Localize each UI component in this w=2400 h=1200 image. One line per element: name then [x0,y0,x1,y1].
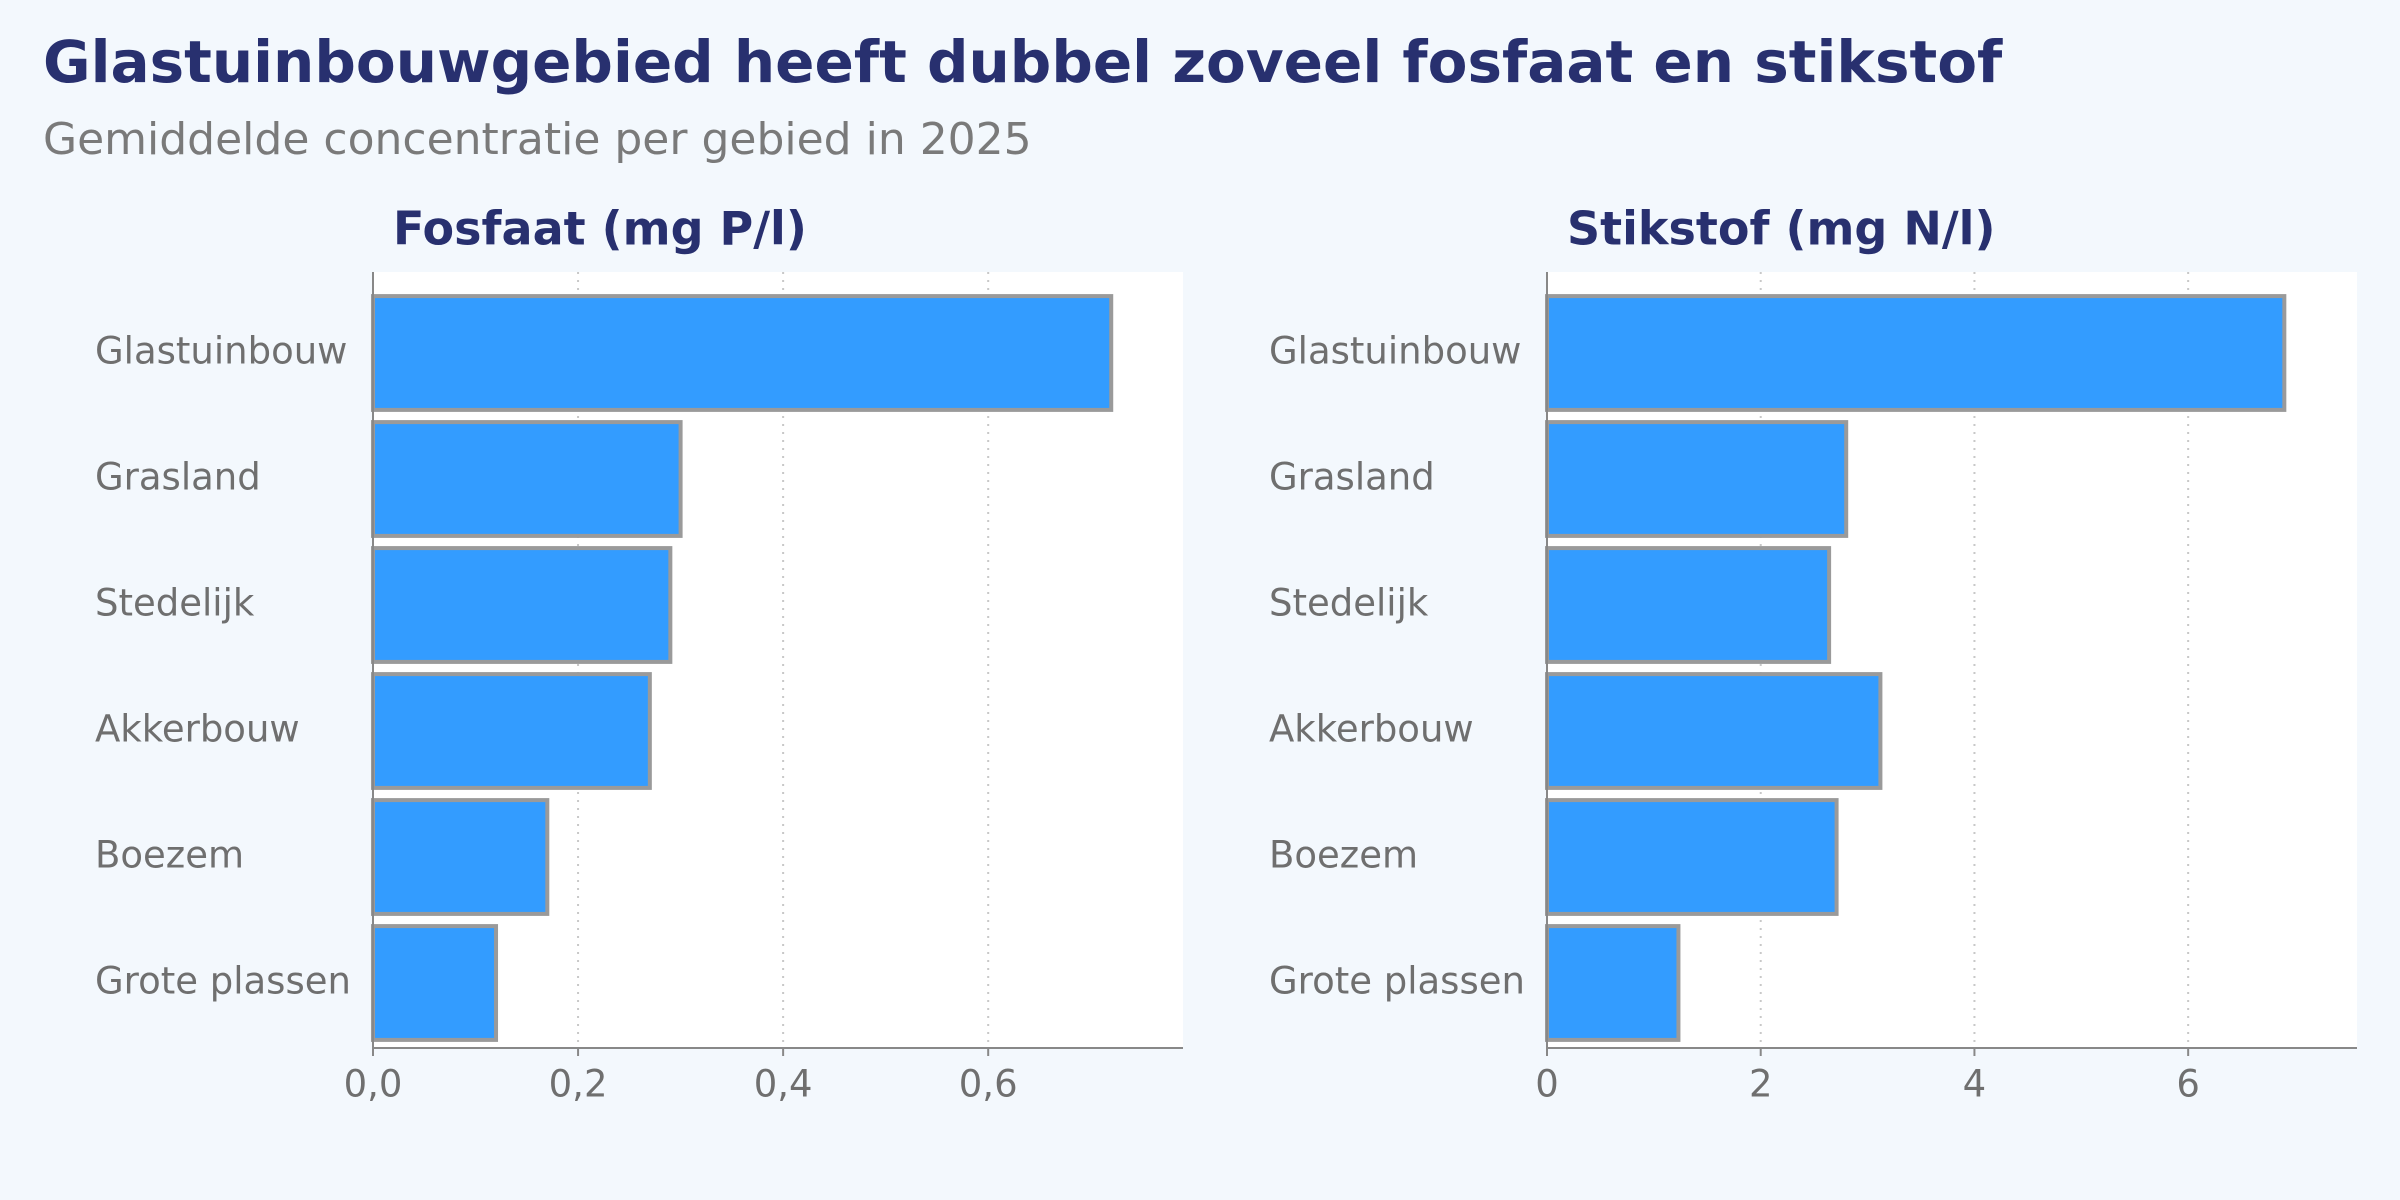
x-tick-label: 4 [1963,1063,1987,1106]
x-tick-label: 0,0 [344,1063,403,1106]
category-label: Grote plassen [95,960,351,1003]
x-tick-label: 0,2 [549,1063,608,1106]
category-label: Grasland [95,456,261,499]
bar [1545,546,1832,664]
category-label: Akkerbouw [95,708,300,751]
bar [1545,294,2287,412]
category-label: Boezem [1269,834,1418,877]
category-label: Akkerbouw [1269,708,1474,751]
bar [1545,420,1849,538]
chart-title: Stikstof (mg N/l) [1567,202,1995,256]
page-title: Glastuinbouwgebied heeft dubbel zoveel f… [43,28,2003,96]
category-label: Grote plassen [1269,960,1525,1003]
x-tick-label: 0 [1535,1063,1559,1106]
bar [371,546,673,664]
category-label: Glastuinbouw [1269,330,1521,373]
category-label: Glastuinbouw [95,330,347,373]
bar [371,924,499,1042]
bar [371,420,683,538]
x-tick-label: 6 [2176,1063,2200,1106]
category-label: Grasland [1269,456,1435,499]
bar [371,294,1114,412]
bar [1545,924,1681,1042]
x-tick-label: 0,6 [959,1063,1018,1106]
bar [1545,798,1839,916]
bar [1545,672,1883,790]
bar [371,672,652,790]
page-subtitle: Gemiddelde concentratie per gebied in 20… [43,114,1032,165]
category-label: Stedelijk [95,582,255,625]
category-label: Boezem [95,834,244,877]
category-label: Stedelijk [1269,582,1429,625]
chart-title: Fosfaat (mg P/l) [393,202,807,256]
x-tick-label: 0,4 [754,1063,813,1106]
bar [371,798,550,916]
x-tick-label: 2 [1749,1063,1773,1106]
